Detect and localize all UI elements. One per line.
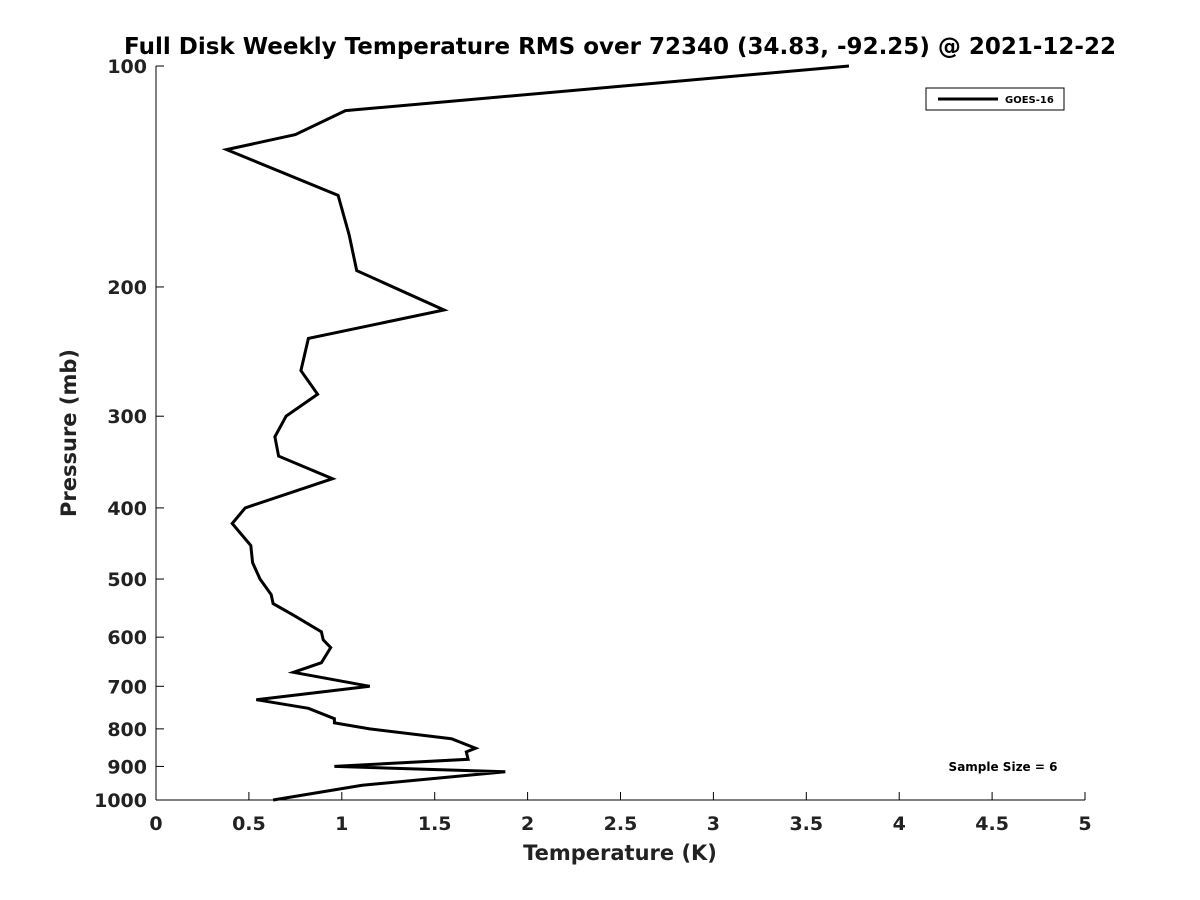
- y-tick-label: 500: [107, 569, 147, 591]
- chart-title: Full Disk Weekly Temperature RMS over 72…: [124, 34, 1116, 60]
- x-axis-title: Temperature (K): [523, 841, 717, 865]
- x-tick-label: 1.5: [418, 813, 452, 835]
- y-tick-label: 600: [107, 627, 147, 649]
- series-line-goes-16: [221, 64, 850, 802]
- x-ticks: 0 0.5 1 1.5 2 2.5 3 3.5 4 4.5 5: [149, 792, 1092, 835]
- y-tick-label: 300: [107, 406, 147, 428]
- y-ticks: 100 200 300 400 500 600 700 800 900 1000: [94, 56, 164, 812]
- sample-size-annotation: Sample Size = 6: [949, 760, 1058, 774]
- x-tick-label: 3.5: [789, 813, 823, 835]
- x-tick-label: 0.5: [232, 813, 266, 835]
- y-tick-label: 200: [107, 277, 147, 299]
- x-tick-label: 4: [893, 813, 906, 835]
- x-tick-label: 2: [521, 813, 534, 835]
- x-tick-label: 4.5: [975, 813, 1009, 835]
- legend-label-goes-16: GOES-16: [1005, 95, 1054, 106]
- legend: GOES-16: [925, 87, 1065, 111]
- y-tick-label: 1000: [94, 790, 147, 812]
- plot-frame: [155, 66, 1085, 801]
- x-tick-label: 0: [149, 813, 162, 835]
- x-tick-label: 3: [707, 813, 720, 835]
- y-axis-title: Pressure (mb): [57, 349, 81, 517]
- x-tick-label: 5: [1078, 813, 1091, 835]
- y-tick-label: 700: [107, 676, 147, 698]
- series-layer: [221, 64, 850, 802]
- x-tick-label: 1: [335, 813, 348, 835]
- y-tick-label: 100: [107, 56, 147, 78]
- y-tick-label: 900: [107, 756, 147, 778]
- y-tick-label: 400: [107, 498, 147, 520]
- y-tick-label: 800: [107, 719, 147, 741]
- x-tick-label: 2.5: [604, 813, 638, 835]
